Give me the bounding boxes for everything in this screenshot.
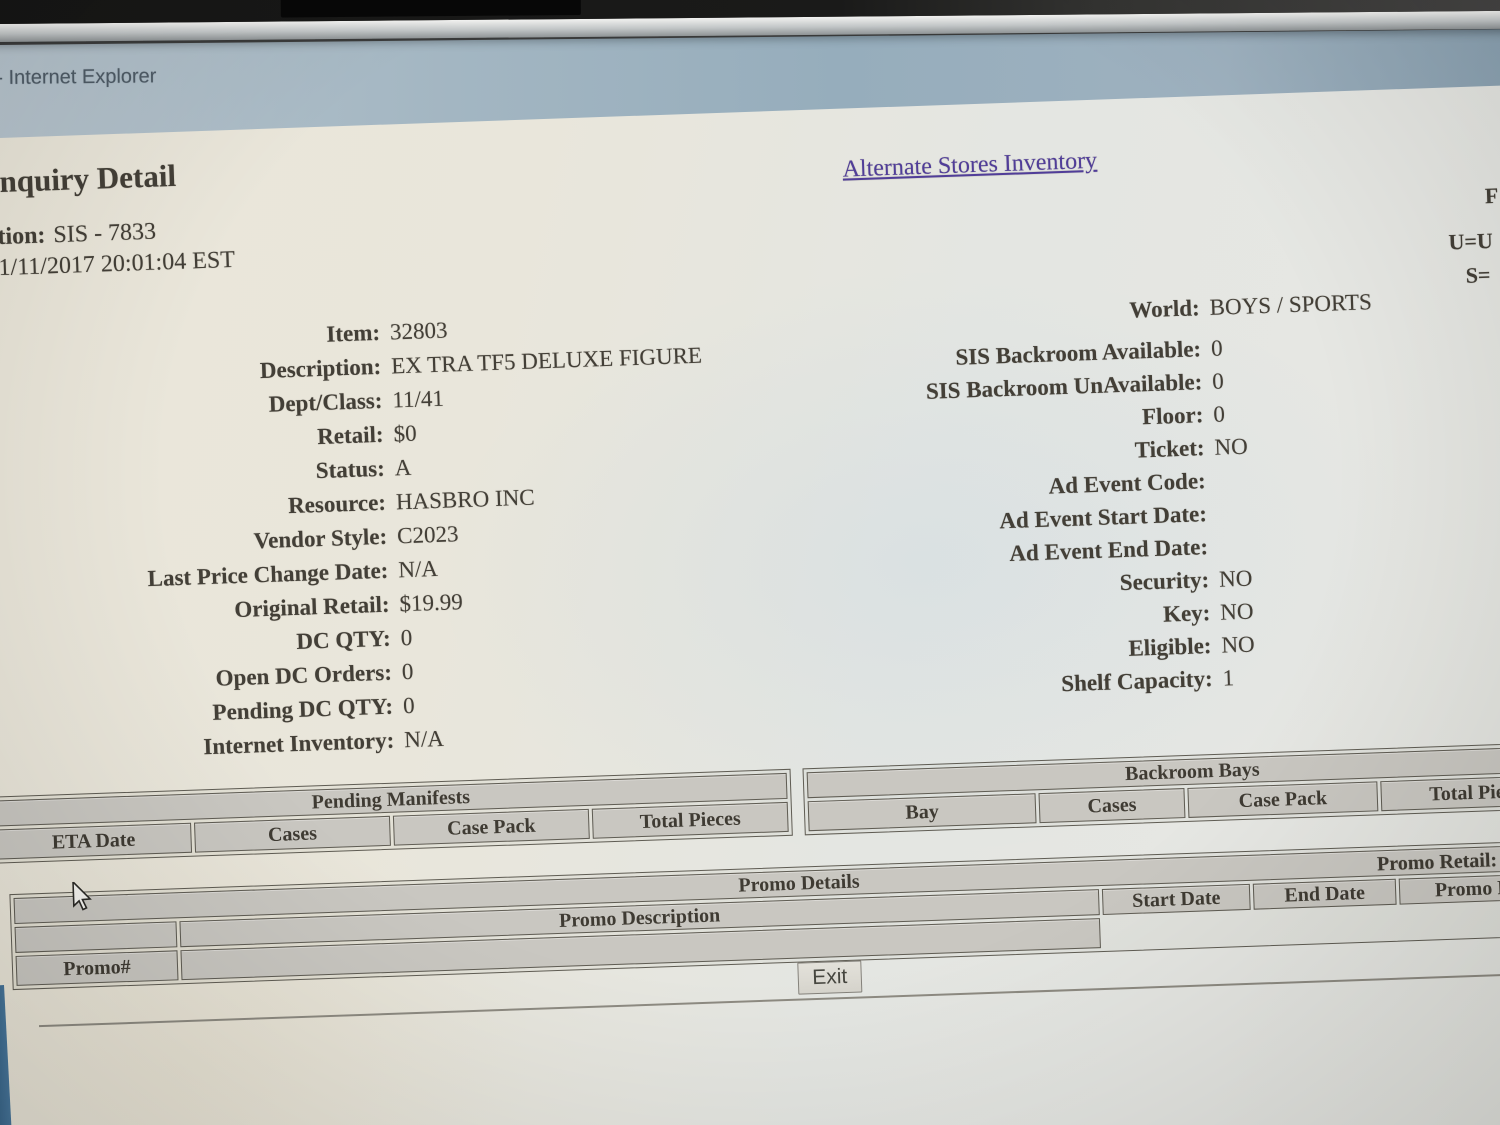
column-header: Promo Retail xyxy=(1398,872,1500,905)
mouse-cursor-icon xyxy=(72,881,92,911)
field-value: 11/41 xyxy=(391,385,445,413)
promo-details-table: Promo Details Promo Retail: Promo Descri… xyxy=(9,839,1500,991)
column-header: Bay xyxy=(807,793,1037,832)
field-value: 0 xyxy=(400,624,413,651)
field-value: 0 xyxy=(1211,368,1225,394)
column-header: Case Pack xyxy=(392,808,590,846)
field-value: 0 xyxy=(1210,335,1224,361)
item-detail-fields: Item: 32803 Description: EX TRA TF5 DELUXE… xyxy=(25,309,716,774)
page-title: nquiry Detail xyxy=(0,157,177,200)
field-value: A xyxy=(394,454,412,481)
field-value: 0 xyxy=(401,658,414,685)
field-value: NO xyxy=(1221,631,1256,658)
location-line: tion: SIS - 7833 xyxy=(0,219,157,252)
field-value: BOYS / SPORTS xyxy=(1209,289,1373,320)
field-value: NO xyxy=(1218,565,1253,592)
exit-button[interactable]: Exit xyxy=(797,960,863,995)
field-label: World: xyxy=(1128,295,1201,323)
legend-line-2: U=U xyxy=(1448,227,1494,255)
location-label: tion: xyxy=(0,222,46,251)
browser-page: nquiry Detail tion: SIS - 7833 1/11/2017 … xyxy=(0,82,1500,1125)
legend-line-3: S= xyxy=(1465,262,1491,288)
field-value: N/A xyxy=(397,555,439,583)
field-value: 32803 xyxy=(389,317,448,345)
backroom-bays-table: Backroom Bays Bay Cases Case Pack Total … xyxy=(802,741,1500,836)
column-header: ETA Date xyxy=(0,822,193,860)
promo-retail-label: Promo Retail: xyxy=(1376,849,1498,876)
field-value: NO xyxy=(1219,598,1254,625)
status-detail-fields: World: BOYS / SPORTS SIS Backroom Availab… xyxy=(764,289,1385,714)
field-value: 0 xyxy=(1212,401,1226,427)
column-header: Total Pieces xyxy=(1380,774,1500,812)
field-value: $0 xyxy=(393,420,417,447)
location-value: SIS - 7833 xyxy=(52,218,157,249)
field-label: Item: xyxy=(325,319,381,347)
column-header: Cases xyxy=(194,815,391,853)
field-value: N/A xyxy=(403,725,445,753)
column-header: Cases xyxy=(1038,788,1186,824)
field-value: C2023 xyxy=(396,521,459,549)
empty-header-cell xyxy=(14,921,178,953)
promo-details-title: Promo Details xyxy=(738,869,860,897)
legend-line-1: F xyxy=(1484,182,1499,209)
alternate-stores-inventory-link[interactable]: Alternate Stores Inventory xyxy=(842,147,1098,183)
horizontal-rule xyxy=(38,974,1500,1028)
column-header: Case Pack xyxy=(1187,781,1379,818)
column-header: End Date xyxy=(1252,878,1397,910)
column-header: Start Date xyxy=(1101,883,1251,915)
bezel-notch xyxy=(280,0,581,18)
field-value: 0 xyxy=(402,692,415,719)
pending-manifests-table: Pending Manifests ETA Date Cases Case Pa… xyxy=(0,768,793,864)
field-value: 1 xyxy=(1222,665,1235,691)
field-value: $19.99 xyxy=(399,589,464,617)
column-header: Total Pieces xyxy=(591,801,789,839)
field-value: HASBRO INC xyxy=(395,484,535,515)
promo-number-header: Promo# xyxy=(15,950,179,986)
timestamp: 1/11/2017 20:01:04 EST xyxy=(0,246,236,282)
field-value: NO xyxy=(1214,433,1249,460)
window-title: - Internet Explorer xyxy=(0,65,157,90)
